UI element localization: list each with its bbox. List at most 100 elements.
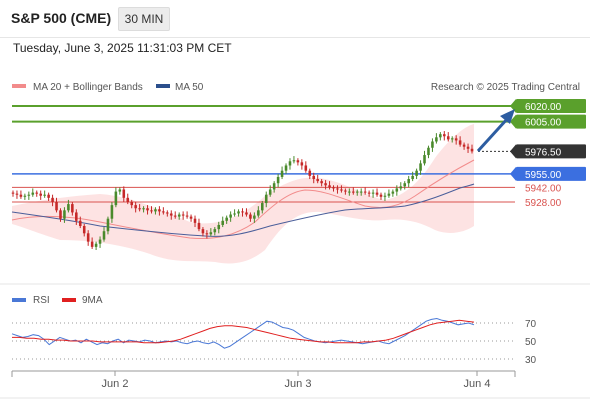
candle-body: [241, 211, 244, 213]
candle-body: [197, 222, 201, 230]
candle-body: [82, 226, 86, 234]
candle-body: [268, 189, 272, 195]
level-label-support: 5928.00: [525, 198, 562, 209]
candle-body: [181, 214, 185, 216]
chart-timestamp: Tuesday, June 3, 2025 11:31:03 PM CET: [13, 41, 232, 55]
candle-body: [114, 191, 118, 206]
candle-body: [403, 183, 407, 187]
candle-body: [391, 191, 395, 194]
candle-body: [363, 191, 367, 193]
candle-body: [427, 147, 430, 156]
candle-body: [348, 191, 351, 193]
candle-body: [383, 195, 387, 197]
candle-body: [138, 208, 141, 210]
candle-body: [225, 217, 228, 221]
target-arrow: [476, 109, 515, 153]
rsi-ma-line: [12, 319, 475, 344]
candle-body: [23, 195, 27, 197]
candle-body: [284, 165, 288, 171]
candle-body: [431, 141, 434, 148]
level-label-pivot: 5955.00: [525, 170, 562, 181]
candle-body: [169, 213, 173, 216]
candle-body: [312, 175, 316, 180]
candle-body: [435, 137, 438, 142]
candle-body: [304, 165, 308, 171]
candle-body: [142, 208, 145, 210]
candle-body: [272, 183, 276, 190]
rsi-level-lines: 70 50 30: [12, 319, 537, 366]
candle-body: [237, 211, 240, 214]
rsi-legend-swatch: [12, 298, 26, 302]
rsi-level-label: 50: [525, 337, 537, 348]
price-candles: [11, 131, 474, 250]
candle-body: [395, 188, 399, 192]
candle-body: [462, 144, 466, 147]
candle-body: [249, 214, 252, 219]
timeframe-selector[interactable]: 30 MIN: [118, 7, 170, 31]
candle-body: [221, 220, 225, 225]
candle-body: [336, 188, 339, 190]
candle-body: [423, 155, 426, 164]
candle-body: [292, 160, 296, 162]
level-label-resistance: 6005.00: [525, 118, 562, 129]
candle-body: [98, 239, 102, 244]
candle-body: [276, 176, 280, 184]
candle-body: [209, 232, 213, 235]
candle-body: [185, 215, 189, 217]
candle-body: [59, 210, 62, 219]
candle-body: [355, 191, 359, 193]
candle-body: [308, 170, 312, 176]
candle-body: [253, 215, 256, 219]
ma20-line: [11, 159, 475, 239]
candle-body: [110, 205, 114, 219]
candle-body: [35, 192, 39, 194]
candle-body: [229, 214, 232, 218]
rsi-legend-label: RSI: [33, 295, 50, 306]
level-label-last: 5976.50: [525, 147, 562, 158]
candle-body: [150, 210, 153, 212]
candle-body: [55, 202, 58, 211]
candle-body: [320, 181, 323, 184]
candle-body: [324, 183, 327, 186]
candle-body: [126, 197, 130, 202]
candle-body: [118, 189, 122, 192]
candle-body: [454, 138, 458, 141]
candle-body: [78, 220, 82, 226]
candle-body: [264, 194, 268, 204]
candle-body: [458, 140, 462, 145]
candle-body: [375, 192, 379, 195]
candle-body: [344, 190, 347, 192]
candle-body: [154, 209, 157, 212]
candle-body: [106, 218, 110, 232]
candle-body: [94, 243, 98, 247]
candle-body: [39, 193, 42, 196]
candle-body: [51, 197, 54, 202]
candle-body: [245, 212, 248, 215]
candle-body: [43, 194, 46, 196]
candle-body: [439, 134, 442, 138]
rsi-level-label: 70: [525, 319, 537, 330]
candle-body: [63, 210, 66, 219]
candle-body: [75, 212, 78, 221]
candle-body: [280, 170, 284, 177]
x-axis-ticks: Jun 2 Jun 3 Jun 4: [102, 371, 491, 390]
level-label-resistance: 6020.00: [525, 102, 562, 113]
candle-body: [102, 231, 106, 240]
candle-body: [316, 179, 319, 182]
x-axis-label: Jun 4: [464, 378, 491, 390]
candle-body: [173, 215, 177, 217]
ma50-legend-swatch: [156, 84, 170, 88]
level-label-box: [516, 99, 586, 113]
candle-body: [340, 189, 343, 191]
candle-body: [257, 210, 260, 216]
candle-body: [27, 194, 31, 196]
level-label-box: [516, 166, 586, 181]
instrument-title: S&P 500 (CME): [11, 10, 112, 26]
candle-body: [122, 189, 126, 198]
candle-body: [296, 160, 300, 163]
ma50-line: [11, 183, 475, 237]
candle-body: [130, 202, 133, 206]
candle-body: [379, 194, 383, 197]
candle-body: [371, 192, 375, 194]
